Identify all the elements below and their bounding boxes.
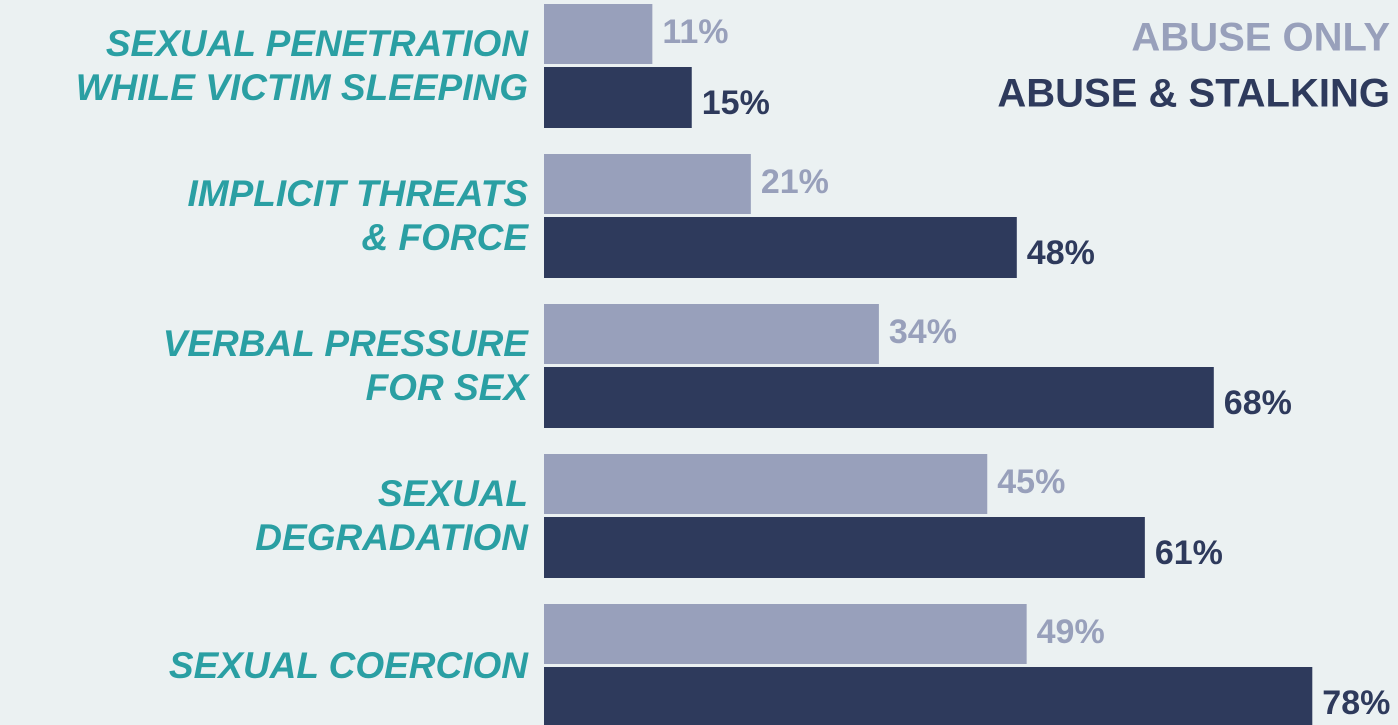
category-label: VERBAL PRESSURE <box>163 323 530 364</box>
value-label: 15% <box>702 84 770 122</box>
bar <box>544 604 1027 664</box>
bar <box>544 367 1214 428</box>
bar <box>544 517 1145 578</box>
value-label: 61% <box>1155 534 1223 572</box>
category-label: SEXUAL PENETRATION <box>106 23 529 64</box>
value-label: 78% <box>1322 684 1390 722</box>
value-label: 34% <box>889 313 957 351</box>
category-label: FOR SEX <box>366 367 531 408</box>
category-label: WHILE VICTIM SLEEPING <box>76 67 528 108</box>
bar <box>544 304 879 364</box>
value-label: 11% <box>662 13 728 51</box>
category-label: SEXUAL COERCION <box>169 645 529 686</box>
value-label: 21% <box>761 163 829 201</box>
legend-label: ABUSE ONLY <box>1131 16 1390 60</box>
legend-label: ABUSE & STALKING <box>997 72 1390 116</box>
value-label: 49% <box>1037 613 1105 651</box>
value-label: 68% <box>1224 384 1292 422</box>
bar <box>544 454 988 514</box>
category-label: & FORCE <box>362 217 530 258</box>
category-label: DEGRADATION <box>255 517 529 558</box>
bar <box>544 154 751 214</box>
value-label: 48% <box>1027 234 1095 272</box>
bar <box>544 667 1313 725</box>
bar <box>544 67 692 128</box>
value-label: 45% <box>997 463 1065 501</box>
category-label: IMPLICIT THREATS <box>187 173 528 214</box>
bar <box>544 4 653 64</box>
bar <box>544 217 1017 278</box>
category-label: SEXUAL <box>378 473 528 514</box>
